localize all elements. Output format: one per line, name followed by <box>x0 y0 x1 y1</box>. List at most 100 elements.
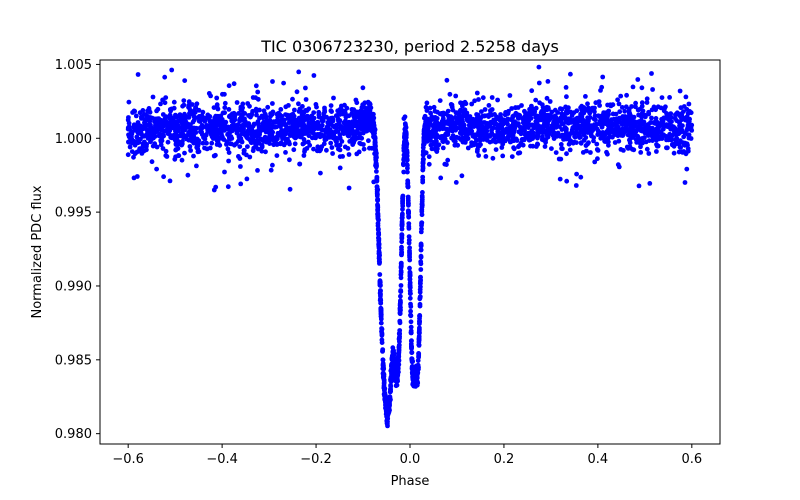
data-point <box>208 124 214 130</box>
data-point <box>290 96 295 102</box>
data-point <box>397 336 402 341</box>
data-point <box>132 108 138 114</box>
data-point <box>389 367 395 373</box>
data-point <box>357 131 363 137</box>
data-point <box>594 141 600 147</box>
data-point <box>426 154 432 160</box>
data-point <box>378 320 384 326</box>
data-point <box>482 147 487 153</box>
data-point <box>335 108 341 114</box>
data-point <box>554 124 559 129</box>
data-point <box>663 104 668 110</box>
data-point <box>366 138 371 144</box>
data-point <box>409 338 414 344</box>
data-point <box>623 104 629 110</box>
data-point <box>549 109 555 115</box>
data-point <box>245 131 251 137</box>
data-point <box>461 122 467 128</box>
data-point <box>606 108 612 114</box>
data-point <box>406 234 412 240</box>
data-point <box>141 148 147 154</box>
data-point <box>372 136 378 142</box>
data-point <box>416 342 422 348</box>
data-point <box>311 146 316 152</box>
data-point <box>330 151 335 156</box>
data-point <box>361 111 367 117</box>
data-point <box>223 119 229 125</box>
data-point <box>213 184 219 190</box>
data-point <box>633 100 638 106</box>
data-point <box>661 122 667 128</box>
data-point <box>222 100 228 106</box>
data-point <box>492 112 497 117</box>
data-point <box>624 92 629 98</box>
data-point <box>376 238 382 244</box>
data-point <box>265 136 271 142</box>
chart-title: TIC 0306723230, period 2.5258 days <box>260 37 559 56</box>
data-point <box>626 110 632 116</box>
data-point <box>475 119 481 125</box>
data-point <box>480 95 486 101</box>
data-point <box>588 150 593 155</box>
data-point <box>500 153 506 159</box>
data-point <box>247 103 252 109</box>
data-point <box>165 139 171 145</box>
data-point <box>343 130 349 136</box>
data-point <box>180 139 185 144</box>
data-point <box>672 141 678 147</box>
data-point <box>558 134 563 139</box>
data-point <box>147 115 153 121</box>
data-point <box>154 166 160 172</box>
data-point <box>158 101 163 107</box>
data-point <box>451 126 456 132</box>
data-point <box>332 125 338 130</box>
data-point <box>172 156 178 162</box>
data-point <box>225 184 231 190</box>
data-point <box>660 126 666 132</box>
data-point <box>127 127 133 132</box>
data-point <box>583 94 588 99</box>
data-point <box>381 379 387 385</box>
data-point <box>336 146 341 152</box>
data-point <box>566 136 572 142</box>
data-point <box>516 144 521 150</box>
data-point <box>581 137 587 143</box>
data-point <box>552 113 558 119</box>
data-point <box>600 74 606 80</box>
data-point <box>409 350 415 355</box>
data-point <box>368 120 374 126</box>
data-point <box>199 129 205 135</box>
data-point <box>225 146 231 152</box>
data-point <box>543 137 549 142</box>
data-point <box>574 171 579 177</box>
data-point <box>560 146 565 152</box>
data-point <box>281 80 286 86</box>
data-point <box>270 101 275 106</box>
data-point <box>622 108 628 114</box>
data-point <box>227 130 233 136</box>
data-point <box>445 108 451 114</box>
data-point <box>330 118 336 124</box>
data-point <box>509 106 515 111</box>
data-point <box>399 235 405 241</box>
y-tick-label: 0.985 <box>55 353 92 368</box>
data-point <box>510 136 516 142</box>
data-point <box>578 174 584 180</box>
data-point <box>434 116 440 121</box>
data-point <box>557 176 563 182</box>
data-point <box>367 116 372 122</box>
x-axis-label: Phase <box>391 474 430 489</box>
data-point <box>667 95 672 100</box>
data-point <box>152 134 158 139</box>
data-point <box>153 122 158 128</box>
data-point <box>530 130 536 136</box>
data-point <box>641 119 647 125</box>
data-point <box>668 111 674 116</box>
data-point <box>633 104 638 110</box>
data-point <box>352 115 357 121</box>
data-point <box>409 356 415 362</box>
data-point <box>536 117 542 122</box>
data-point <box>184 125 190 130</box>
data-point <box>591 138 596 144</box>
data-point <box>435 146 440 152</box>
